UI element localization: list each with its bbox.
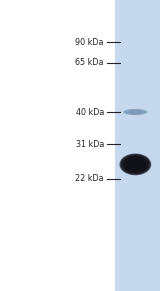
Ellipse shape bbox=[124, 109, 147, 115]
Text: 65 kDa: 65 kDa bbox=[76, 58, 104, 67]
Ellipse shape bbox=[123, 156, 148, 173]
Text: 40 kDa: 40 kDa bbox=[76, 108, 104, 116]
Ellipse shape bbox=[127, 159, 144, 170]
Ellipse shape bbox=[123, 156, 147, 173]
Text: 31 kDa: 31 kDa bbox=[76, 140, 104, 148]
Ellipse shape bbox=[123, 109, 148, 115]
Ellipse shape bbox=[126, 158, 145, 171]
Ellipse shape bbox=[125, 109, 145, 115]
Ellipse shape bbox=[128, 110, 142, 114]
Ellipse shape bbox=[121, 155, 149, 174]
Ellipse shape bbox=[121, 155, 150, 174]
Ellipse shape bbox=[127, 110, 144, 114]
Ellipse shape bbox=[124, 109, 147, 115]
Ellipse shape bbox=[127, 110, 143, 114]
Text: 90 kDa: 90 kDa bbox=[76, 38, 104, 47]
Ellipse shape bbox=[128, 159, 143, 169]
Ellipse shape bbox=[125, 157, 146, 172]
Ellipse shape bbox=[128, 110, 143, 114]
Ellipse shape bbox=[126, 110, 144, 114]
Ellipse shape bbox=[123, 109, 148, 115]
Ellipse shape bbox=[122, 155, 149, 173]
Ellipse shape bbox=[126, 110, 145, 114]
Ellipse shape bbox=[120, 154, 151, 175]
Ellipse shape bbox=[124, 157, 147, 172]
Ellipse shape bbox=[125, 109, 146, 115]
Bar bbox=[115, 0, 160, 291]
Ellipse shape bbox=[119, 153, 151, 175]
Text: 22 kDa: 22 kDa bbox=[75, 175, 104, 183]
Ellipse shape bbox=[125, 158, 145, 171]
Ellipse shape bbox=[127, 159, 143, 170]
